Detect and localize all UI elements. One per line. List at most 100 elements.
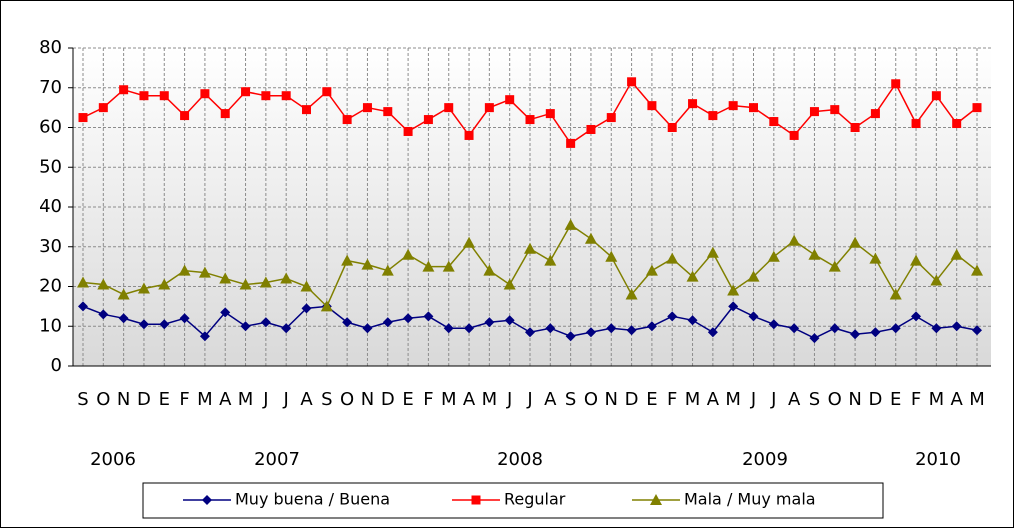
marker <box>159 319 170 330</box>
x-tick-label: N <box>848 389 861 410</box>
marker <box>78 301 88 312</box>
marker <box>728 301 739 312</box>
marker <box>646 321 657 332</box>
year-label: 2009 <box>742 449 788 470</box>
marker <box>320 300 333 312</box>
marker <box>524 242 536 254</box>
marker <box>281 91 291 101</box>
x-tick-label: M <box>725 389 741 410</box>
x-tick-label: E <box>646 389 657 410</box>
marker <box>889 288 902 300</box>
marker <box>158 278 171 290</box>
y-tick-label: 80 <box>39 37 62 58</box>
x-tick-label: J <box>750 389 756 410</box>
marker <box>930 274 943 286</box>
marker <box>471 495 481 505</box>
marker <box>870 327 881 338</box>
marker <box>850 329 861 340</box>
marker <box>950 248 963 260</box>
legend-label: Regular <box>504 490 566 509</box>
marker <box>627 77 637 87</box>
marker <box>463 236 476 248</box>
marker <box>606 323 617 334</box>
marker <box>179 313 190 324</box>
marker <box>525 327 535 338</box>
marker <box>503 278 516 290</box>
x-tick-label: O <box>828 389 842 410</box>
x-tick-label: M <box>441 389 457 410</box>
marker <box>362 323 373 334</box>
x-tick-label: O <box>96 389 110 410</box>
marker <box>198 266 211 278</box>
marker <box>769 117 779 127</box>
marker <box>890 323 901 334</box>
marker <box>605 250 618 262</box>
x-tick-label: F <box>423 389 433 410</box>
marker <box>809 333 820 344</box>
marker <box>423 311 434 322</box>
marker <box>545 109 555 119</box>
y-tick-label: 70 <box>39 77 62 98</box>
marker <box>180 111 190 121</box>
x-tick-label: J <box>283 389 289 410</box>
marker <box>341 254 354 266</box>
y-tick-label: 50 <box>39 156 62 177</box>
marker <box>301 303 312 314</box>
marker <box>667 123 677 132</box>
marker <box>300 280 313 292</box>
x-tick-label: M <box>969 389 985 410</box>
marker <box>302 105 311 115</box>
marker <box>645 264 658 276</box>
legend-label: Muy buena / Buena <box>235 490 390 509</box>
marker <box>97 278 110 290</box>
marker <box>891 79 901 89</box>
marker <box>362 103 372 113</box>
x-tick-label: A <box>788 389 801 410</box>
marker <box>708 111 718 121</box>
x-tick-label: F <box>911 389 921 410</box>
marker <box>767 250 780 262</box>
marker <box>443 323 454 334</box>
x-tick-label: N <box>117 389 130 410</box>
marker <box>828 260 841 272</box>
marker <box>202 495 212 505</box>
marker <box>219 272 232 284</box>
marker <box>139 91 149 101</box>
x-tick-label: A <box>951 389 964 410</box>
marker <box>383 107 393 117</box>
marker <box>342 115 352 125</box>
marker <box>200 89 210 99</box>
marker <box>261 91 271 101</box>
marker <box>239 278 252 290</box>
marker <box>626 325 637 336</box>
y-tick-label: 20 <box>39 276 62 297</box>
marker <box>464 323 475 334</box>
marker <box>747 270 760 282</box>
marker <box>260 317 271 328</box>
marker <box>444 103 454 113</box>
marker <box>504 315 515 326</box>
x-tick-label: S <box>321 389 332 410</box>
marker <box>830 105 840 115</box>
marker <box>423 115 433 125</box>
year-label: 2008 <box>497 449 543 470</box>
marker <box>650 494 662 505</box>
x-tick-label: N <box>605 389 618 410</box>
x-tick-label: A <box>707 389 720 410</box>
marker <box>564 218 577 230</box>
marker <box>565 331 576 342</box>
marker <box>789 130 799 140</box>
y-tick-label: 0 <box>51 355 62 376</box>
marker <box>808 248 821 260</box>
marker <box>544 254 557 266</box>
marker <box>971 264 983 276</box>
marker <box>78 113 88 123</box>
marker <box>98 103 108 113</box>
marker <box>586 124 596 134</box>
marker <box>402 248 415 260</box>
x-tick-label: J <box>526 389 532 410</box>
marker <box>381 264 394 276</box>
x-tick-label: J <box>262 389 268 410</box>
y-tick-label: 10 <box>39 315 62 336</box>
marker <box>768 319 779 330</box>
